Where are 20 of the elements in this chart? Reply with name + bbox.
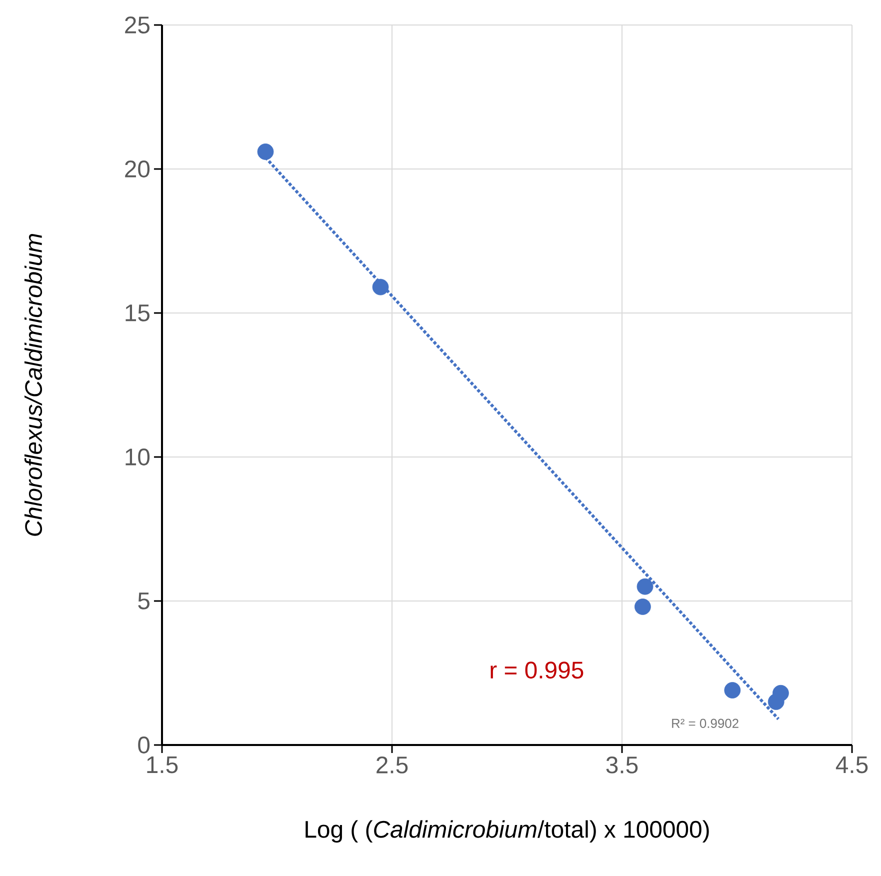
x-axis-title: Log ( (Caldimicrobium/total) x 100000) <box>306 820 709 843</box>
y-tick-label: 10 <box>126 448 150 466</box>
y-axis-title: Chloroflexus/Caldimicrobium <box>24 234 42 536</box>
point <box>634 598 651 615</box>
point <box>257 144 274 160</box>
point <box>768 694 784 710</box>
annotation: r = 0.995 <box>490 662 584 679</box>
y-tick-label: 15 <box>126 304 150 322</box>
point <box>724 682 741 698</box>
y-tick-label: 20 <box>125 160 150 178</box>
x-tick-label: 2.5 <box>376 756 408 774</box>
point <box>372 278 389 296</box>
x-tick-label: 1.5 <box>147 756 178 774</box>
y-tick-label: 0 <box>138 736 150 754</box>
x-tick-label: 3.5 <box>606 756 638 774</box>
x-tick-label: 4.5 <box>836 756 868 774</box>
y-tick-label: 5 <box>138 592 150 610</box>
y-tick-label: 25 <box>125 16 150 34</box>
point <box>636 578 654 595</box>
annotation: R² = 0.9902 <box>672 718 738 728</box>
